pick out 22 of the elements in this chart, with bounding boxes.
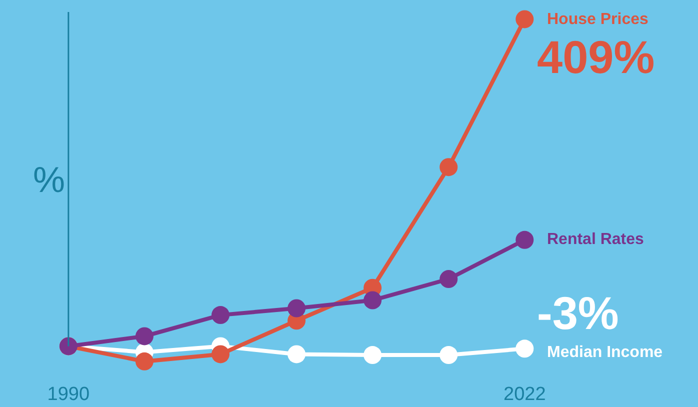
point xyxy=(135,327,154,346)
point xyxy=(440,270,458,288)
y-axis-title: % xyxy=(33,159,66,200)
point xyxy=(440,346,458,364)
point xyxy=(440,158,458,176)
point xyxy=(516,340,534,358)
series-label: House Prices xyxy=(547,11,648,28)
point xyxy=(212,306,230,324)
series-label: Median Income xyxy=(547,344,663,361)
point xyxy=(516,230,534,249)
data-label: -3% xyxy=(537,287,619,339)
x-tick-label: 2022 xyxy=(504,384,546,406)
point xyxy=(288,345,306,364)
point xyxy=(212,345,230,364)
data-label: 409% xyxy=(537,31,655,83)
point xyxy=(516,10,534,28)
point xyxy=(135,352,154,370)
point xyxy=(288,299,306,318)
series-label: Rental Rates xyxy=(547,231,644,248)
point xyxy=(364,346,382,364)
x-tick-label: 1990 xyxy=(47,384,90,406)
point xyxy=(364,291,382,310)
